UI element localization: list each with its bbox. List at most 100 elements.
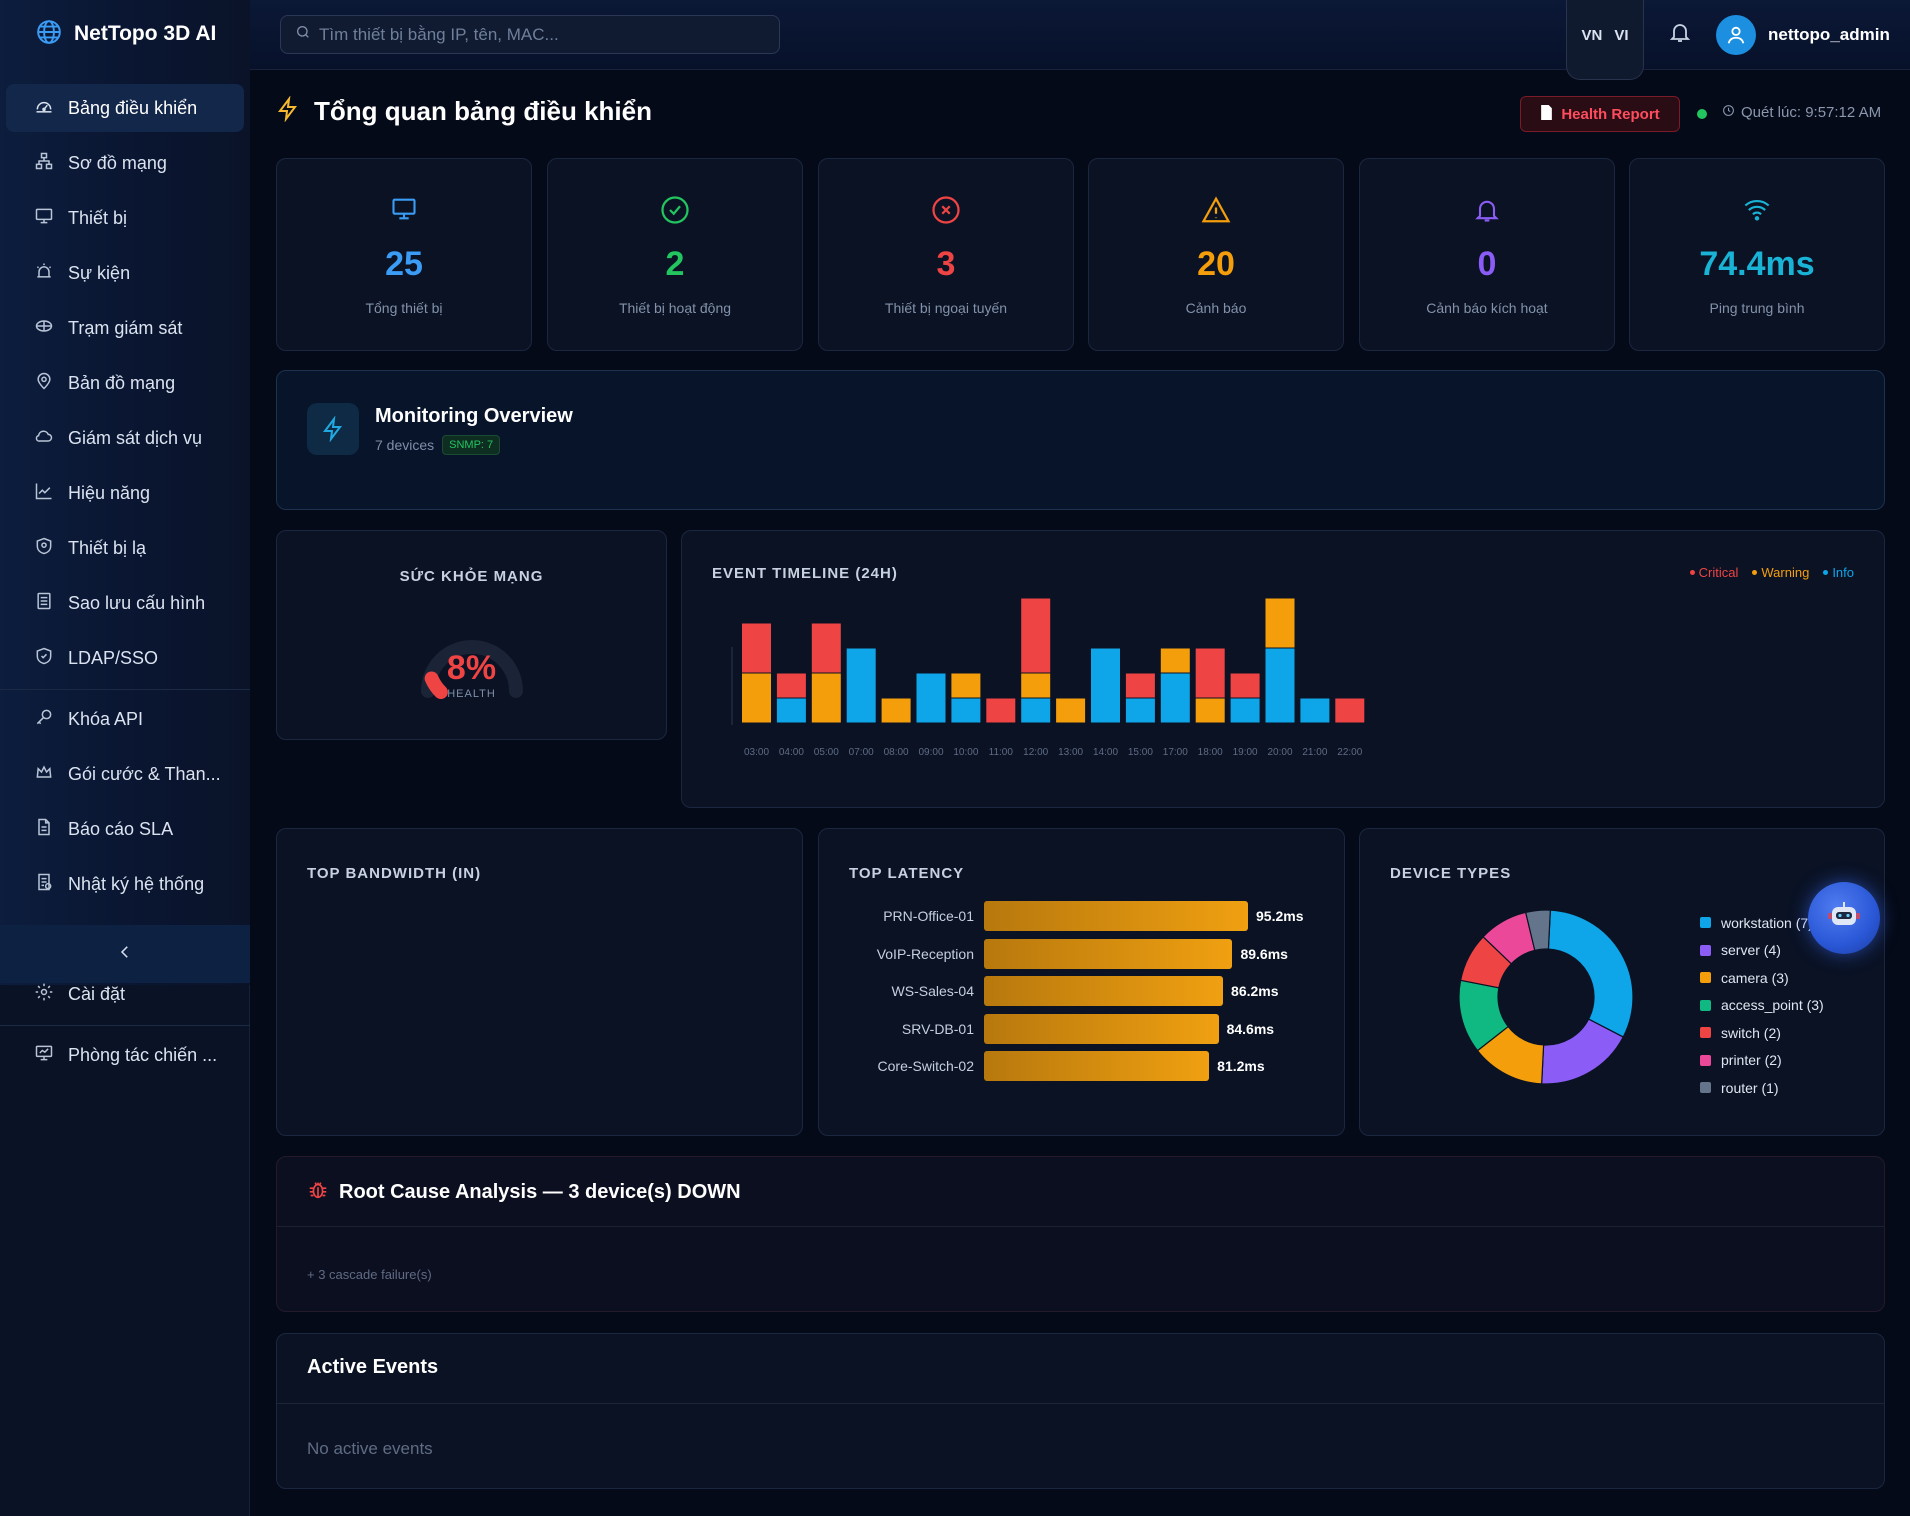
app-name: NetTopo 3D AI: [74, 22, 217, 45]
sidebar-item-settings[interactable]: Cài đặt: [6, 970, 244, 1018]
x-tick-label: 05:00: [814, 747, 839, 758]
notifications-button[interactable]: [1668, 20, 1692, 49]
map-pin-icon: [34, 371, 54, 396]
legend-critical[interactable]: Critical: [1689, 565, 1739, 580]
timeline-bar-warning: [951, 673, 981, 698]
no-events-text: No active events: [307, 1439, 433, 1458]
sidebar-item-devices[interactable]: Thiết bị: [6, 194, 244, 242]
stat-card-active-alerts[interactable]: 0 Cảnh báo kích hoạt: [1359, 158, 1615, 351]
nav-divider: [0, 1025, 250, 1026]
root-cause-card: Root Cause Analysis — 3 device(s) DOWN +…: [276, 1156, 1885, 1312]
legend-label: Info: [1832, 565, 1854, 580]
timeline-bar-critical: [811, 623, 841, 673]
sidebar-item-performance[interactable]: Hiệu năng: [6, 469, 244, 517]
device-type-legend-item[interactable]: camera (3): [1700, 964, 1824, 992]
cloud-icon: [34, 426, 54, 451]
legend-label: server (4): [1721, 942, 1781, 959]
sidebar-item-label: Thiết bị: [68, 207, 128, 228]
latency-device-name: SRV-DB-01: [901, 1020, 974, 1037]
latency-value: 89.6ms: [1240, 945, 1288, 962]
device-type-legend-item[interactable]: access_point (3): [1700, 992, 1824, 1020]
shield-alert-icon: [34, 536, 54, 561]
latency-row[interactable]: SRV-DB-01 84.6ms: [839, 1013, 1274, 1044]
monitoring-overview-card[interactable]: Monitoring Overview 7 devices SNMP: 7: [276, 370, 1885, 510]
device-type-legend-item[interactable]: server (4): [1700, 937, 1824, 965]
sidebar-item-stations[interactable]: Trạm giám sát: [6, 304, 244, 352]
globe-icon: [36, 19, 62, 50]
latency-row[interactable]: WS-Sales-04 86.2ms: [839, 976, 1279, 1006]
brand[interactable]: NetTopo 3D AI: [36, 18, 216, 50]
device-type-legend-item[interactable]: workstation (7): [1700, 909, 1824, 937]
sidebar-item-plans[interactable]: Gói cước & Than...: [6, 750, 244, 798]
latency-list: PRN-Office-01 95.2ms VoIP-Reception 89.6ms W…: [839, 901, 1339, 1121]
latency-row[interactable]: VoIP-Reception 89.6ms: [839, 938, 1288, 969]
sidebar-item-ldap-sso[interactable]: LDAP/SSO: [6, 634, 244, 682]
sidebar-item-api-keys[interactable]: Khóa API: [6, 695, 244, 743]
latency-device-name: Core-Switch-02: [877, 1058, 974, 1074]
sidebar-item-config-backup[interactable]: Sao lưu cấu hình: [6, 579, 244, 627]
log-icon: [34, 872, 54, 897]
sidebar-item-label: Sự kiện: [68, 262, 131, 283]
sidebar-item-sla-report[interactable]: Báo cáo SLA: [6, 805, 244, 853]
collapse-sidebar-button[interactable]: [0, 925, 250, 983]
timeline-bar-warning: [742, 673, 771, 723]
dashboard-icon: [34, 96, 54, 121]
stat-card-online-devices[interactable]: 2 Thiết bị hoạt động: [547, 158, 803, 351]
robot-icon: [1827, 901, 1861, 936]
latency-row[interactable]: Core-Switch-02 81.2ms: [839, 1051, 1265, 1081]
stat-card-offline-devices[interactable]: 3 Thiết bị ngoại tuyến: [818, 158, 1074, 351]
user-menu[interactable]: nettopo_admin: [1716, 15, 1890, 55]
stat-card-warnings[interactable]: 20 Cảnh báo: [1088, 158, 1344, 351]
x-tick-label: 08:00: [884, 747, 909, 758]
stat-card-avg-ping[interactable]: 74.4ms Ping trung bình: [1629, 158, 1885, 351]
avatar: [1716, 15, 1756, 55]
user-name: nettopo_admin: [1768, 25, 1890, 44]
timeline-bar-info: [951, 698, 981, 723]
sidebar-item-system-log[interactable]: Nhật ký hệ thống: [6, 860, 244, 908]
stat-value: 3: [936, 245, 956, 283]
sidebar-item-network-map[interactable]: Bản đồ mạng: [6, 359, 244, 407]
top-latency-title: TOP LATENCY: [849, 865, 965, 882]
legend-label: Critical: [1698, 565, 1739, 580]
x-tick-label: 22:00: [1337, 747, 1362, 758]
latency-bar: [984, 976, 1224, 1006]
x-tick-label: 07:00: [849, 747, 874, 758]
timeline-bar-critical: [1335, 698, 1365, 723]
monitor-icon: [277, 195, 531, 223]
stat-card-total-devices[interactable]: 25 Tổng thiết bị: [276, 158, 532, 351]
device-types-legend: workstation (7) server (4) camera (3) acces…: [1700, 909, 1824, 1102]
timeline-bar-info: [1265, 648, 1295, 723]
latency-device-name: PRN-Office-01: [883, 908, 974, 924]
bell-icon: [1360, 195, 1614, 225]
sidebar-item-topology[interactable]: Sơ đồ mạng: [6, 139, 244, 187]
language-switcher[interactable]: VN VI: [1566, 0, 1644, 80]
latency-row[interactable]: PRN-Office-01 95.2ms: [839, 901, 1303, 931]
sidebar-item-label: Sao lưu cấu hình: [68, 592, 206, 613]
device-type-legend-item[interactable]: switch (2): [1700, 1019, 1824, 1047]
legend-warning[interactable]: Warning: [1752, 565, 1809, 580]
device-type-legend-item[interactable]: router (1): [1700, 1074, 1824, 1102]
bug-icon: [307, 1179, 329, 1206]
legend-label: switch (2): [1721, 1024, 1781, 1041]
check-circle-icon: [548, 195, 802, 225]
legend-info[interactable]: Info: [1823, 565, 1854, 580]
sidebar-item-dashboard[interactable]: Bảng điều khiển: [6, 84, 244, 132]
timeline-bar-warning: [1056, 698, 1086, 723]
sidebar-item-rogue-devices[interactable]: Thiết bị lạ: [6, 524, 244, 572]
legend-label: workstation (7): [1721, 914, 1813, 931]
device-type-legend-item[interactable]: printer (2): [1700, 1047, 1824, 1075]
sidebar-item-service-monitor[interactable]: Giám sát dịch vụ: [6, 414, 244, 462]
legend-swatch: [1700, 972, 1711, 984]
timeline-bar-info: [916, 673, 946, 723]
timeline-bar-warning: [1195, 698, 1225, 723]
presentation-icon: [34, 1043, 54, 1068]
sidebar-item-war-room[interactable]: Phòng tác chiến ...: [6, 1031, 244, 1079]
key-icon: [34, 707, 54, 732]
sidebar-item-events[interactable]: Sự kiện: [6, 249, 244, 297]
nav-divider: [0, 689, 250, 690]
ai-assistant-button[interactable]: [1808, 882, 1880, 954]
health-report-button[interactable]: Health Report: [1520, 96, 1680, 132]
search-box[interactable]: [280, 15, 780, 54]
search-input[interactable]: [319, 24, 759, 45]
top-latency-card: TOP LATENCY PRN-Office-01 95.2ms VoIP-Rece…: [818, 828, 1345, 1136]
